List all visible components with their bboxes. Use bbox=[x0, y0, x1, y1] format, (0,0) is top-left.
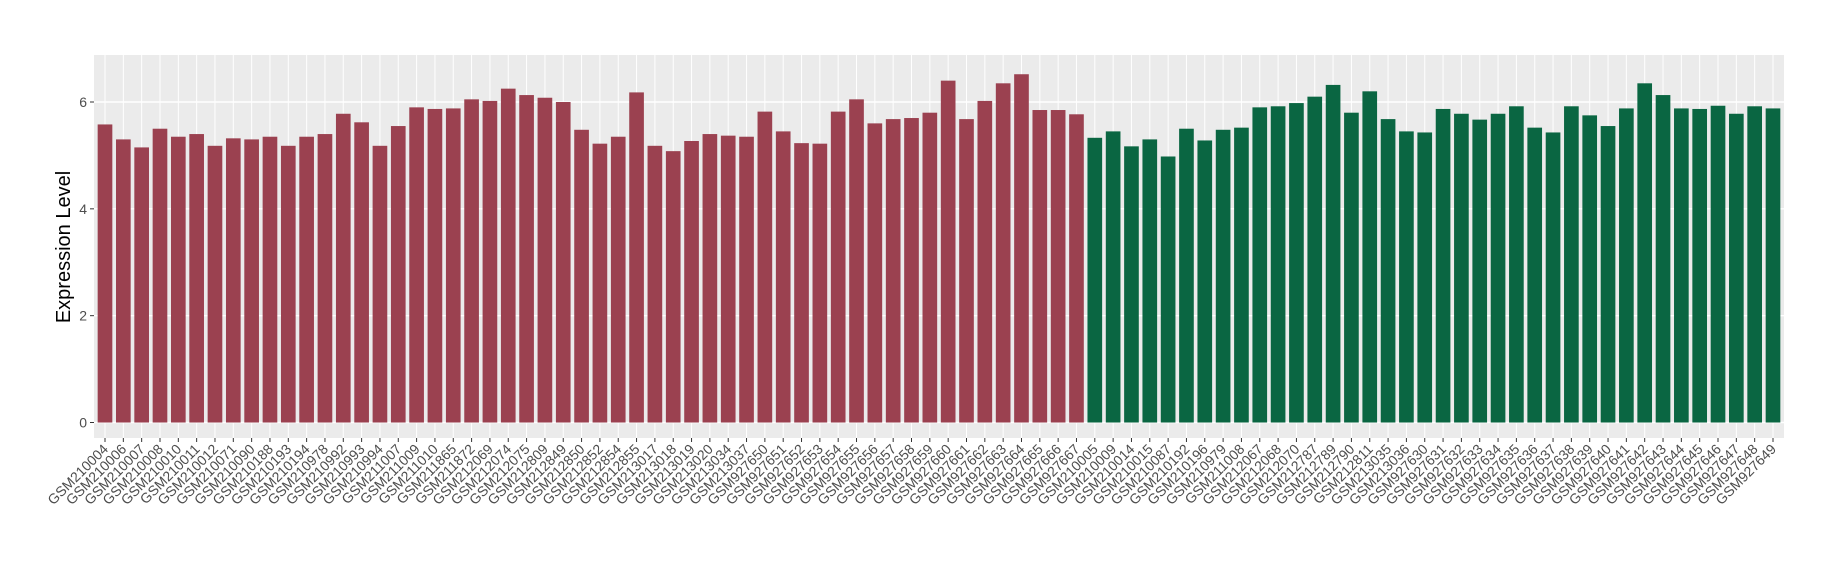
bar bbox=[115, 139, 131, 423]
bar bbox=[317, 134, 333, 423]
bar bbox=[1600, 126, 1616, 423]
bar bbox=[555, 102, 571, 423]
bar bbox=[812, 143, 828, 423]
bar bbox=[280, 145, 296, 423]
bar bbox=[684, 141, 699, 423]
bar bbox=[1545, 132, 1561, 423]
bar bbox=[775, 131, 791, 423]
bar bbox=[225, 138, 241, 423]
bar bbox=[409, 107, 424, 423]
bar bbox=[1124, 146, 1139, 423]
bar bbox=[1564, 106, 1579, 423]
bar bbox=[1454, 113, 1469, 423]
bar bbox=[665, 151, 681, 423]
bar bbox=[1179, 128, 1194, 423]
bar bbox=[335, 113, 351, 423]
bar bbox=[959, 119, 974, 423]
bar bbox=[794, 143, 809, 423]
bar bbox=[207, 145, 223, 423]
bar bbox=[1729, 113, 1744, 423]
y-tick-label: 6 bbox=[79, 94, 87, 110]
bar bbox=[1325, 84, 1341, 423]
bar bbox=[170, 136, 186, 423]
bar bbox=[995, 83, 1011, 423]
bar bbox=[1710, 105, 1726, 423]
bar bbox=[1215, 129, 1231, 423]
bar bbox=[977, 100, 993, 423]
bar bbox=[739, 136, 754, 423]
bar bbox=[574, 129, 589, 423]
bar bbox=[427, 108, 443, 423]
bar bbox=[1490, 113, 1506, 423]
bar bbox=[610, 136, 626, 423]
bar bbox=[1582, 115, 1598, 423]
bar bbox=[830, 111, 846, 423]
bar bbox=[885, 119, 901, 423]
bar bbox=[1197, 140, 1213, 423]
bar bbox=[849, 99, 864, 423]
bar bbox=[537, 97, 553, 423]
bar bbox=[1344, 112, 1359, 423]
bar bbox=[1014, 74, 1029, 423]
bar bbox=[1509, 106, 1524, 423]
bar bbox=[1307, 96, 1323, 423]
bar bbox=[1655, 95, 1671, 423]
bar bbox=[1619, 108, 1634, 423]
bar bbox=[1234, 127, 1249, 423]
bar bbox=[1435, 108, 1451, 423]
y-tick-label: 4 bbox=[79, 201, 87, 217]
bar bbox=[1527, 127, 1543, 423]
bar bbox=[702, 134, 718, 423]
bar bbox=[97, 124, 113, 423]
bar bbox=[1142, 139, 1158, 423]
bar bbox=[152, 128, 168, 423]
bar bbox=[904, 118, 919, 423]
y-axis-label: Expression Level bbox=[53, 171, 75, 323]
bar bbox=[1270, 106, 1286, 423]
bar bbox=[592, 143, 608, 423]
bar bbox=[1472, 119, 1488, 423]
bar bbox=[519, 95, 534, 423]
bar bbox=[1674, 108, 1689, 423]
bar bbox=[1087, 137, 1103, 423]
bar bbox=[299, 136, 314, 423]
bar bbox=[372, 145, 388, 423]
bar bbox=[1160, 156, 1176, 423]
bar bbox=[445, 108, 461, 423]
bar bbox=[482, 100, 498, 423]
bar bbox=[1032, 110, 1048, 423]
bar bbox=[757, 111, 773, 423]
bar bbox=[1747, 106, 1763, 423]
bar bbox=[354, 122, 369, 423]
bar bbox=[647, 145, 663, 423]
bar bbox=[244, 139, 259, 423]
bar bbox=[189, 134, 204, 423]
bar bbox=[1105, 131, 1121, 423]
bar bbox=[390, 126, 406, 423]
bar bbox=[922, 112, 938, 423]
bar bbox=[464, 99, 479, 423]
bar bbox=[1380, 119, 1396, 423]
bar bbox=[1692, 108, 1708, 423]
y-tick-label: 2 bbox=[79, 308, 87, 324]
bar bbox=[1765, 108, 1781, 423]
bar bbox=[867, 123, 883, 423]
bar bbox=[500, 88, 516, 423]
bar bbox=[1069, 114, 1084, 423]
bar bbox=[1252, 107, 1268, 423]
bar bbox=[262, 136, 278, 423]
bar bbox=[1362, 91, 1378, 423]
bar bbox=[1050, 110, 1066, 423]
bar bbox=[1417, 132, 1433, 423]
bar bbox=[1399, 131, 1414, 423]
bar bbox=[1637, 83, 1653, 423]
bar bbox=[940, 80, 956, 423]
bar bbox=[629, 92, 644, 423]
bar bbox=[1289, 103, 1304, 423]
bar bbox=[720, 135, 736, 423]
y-tick-label: 0 bbox=[79, 415, 87, 431]
bar bbox=[134, 147, 149, 423]
